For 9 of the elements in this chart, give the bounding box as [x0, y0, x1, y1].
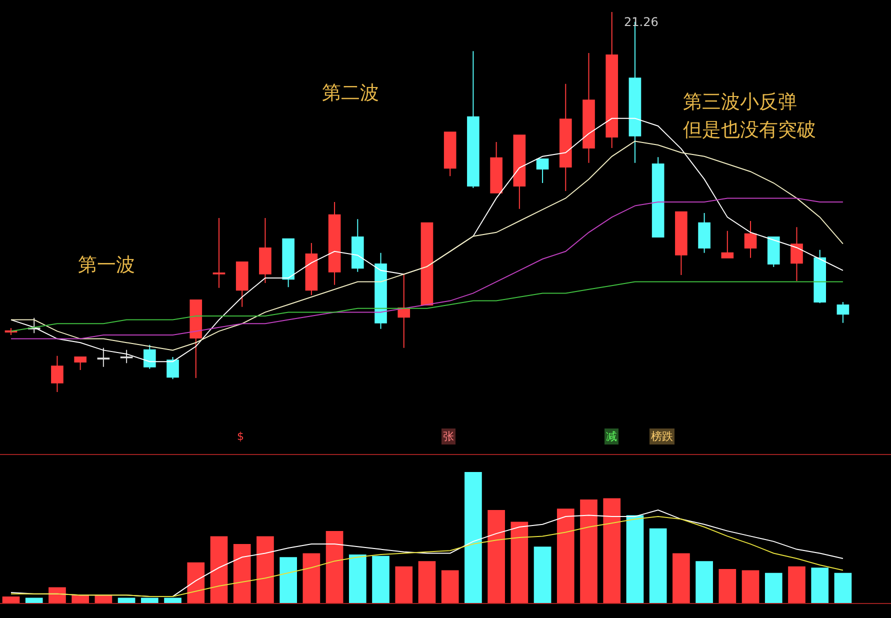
annotation: 第三波小反弹	[683, 91, 797, 113]
annotation: 第二波	[322, 82, 379, 104]
text: 张	[443, 430, 454, 443]
text: 榜跌	[651, 430, 673, 443]
text: $	[237, 430, 244, 443]
annotation: 第一波	[78, 254, 135, 276]
annotation: 但是也没有突破	[683, 119, 816, 141]
text: 减	[606, 430, 617, 443]
annotation: 21.26	[624, 15, 658, 29]
